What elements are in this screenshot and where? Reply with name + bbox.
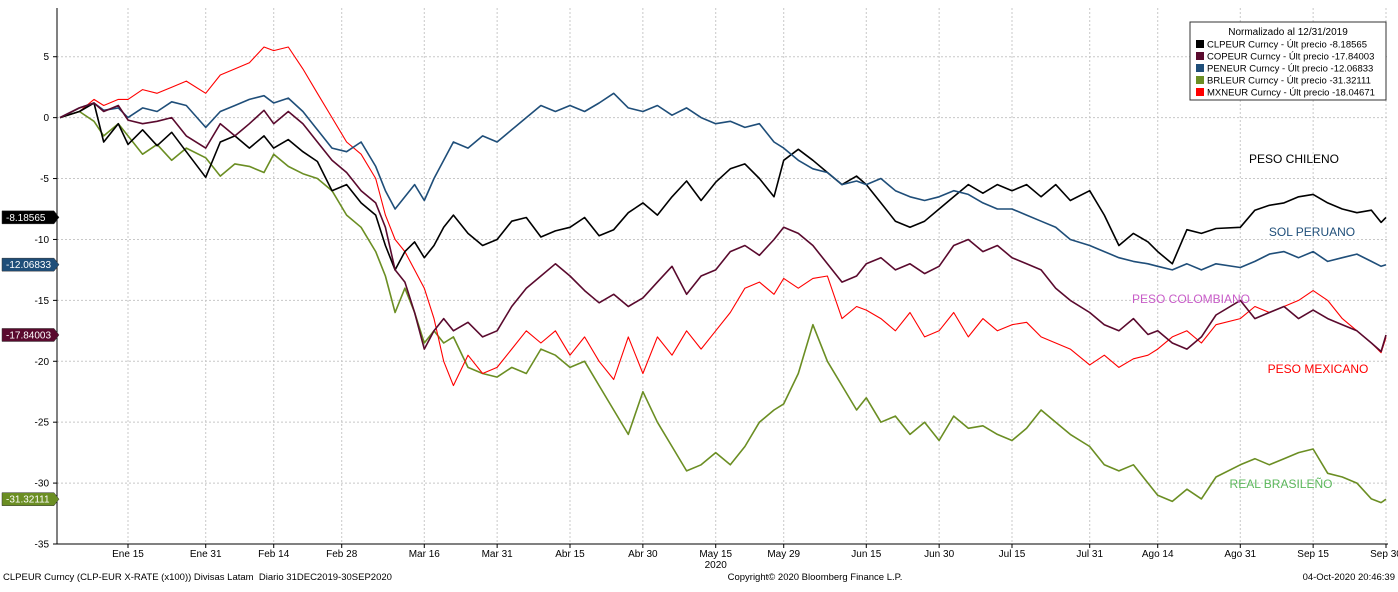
y-tick-label: -35 bbox=[35, 540, 50, 551]
last-value-tag: -17.84003 bbox=[1, 328, 60, 342]
x-tick-label: Ago 31 bbox=[1224, 549, 1256, 560]
legend-swatch bbox=[1196, 40, 1204, 48]
legend-label: MXNEUR Curncy - Últ precio -18.04671 bbox=[1207, 88, 1375, 99]
legend-swatch bbox=[1196, 76, 1204, 84]
y-tick-label: -15 bbox=[35, 296, 50, 307]
legend-entry: MXNEUR Curncy - Últ precio -18.04671 bbox=[1196, 88, 1375, 99]
footer-left: CLPEUR Curncy (CLP-EUR X-RATE (x100)) Di… bbox=[3, 572, 392, 583]
x-tick-label: Abr 15 bbox=[555, 549, 585, 560]
series-annotations: PESO CHILENO PESO COLOMBIANO SOL PERUANO RE… bbox=[1132, 152, 1368, 491]
series-lines bbox=[59, 46, 1387, 504]
tag-value: -17.84003 bbox=[6, 330, 51, 341]
x-tick-label: Ene 31 bbox=[190, 549, 222, 560]
annotation-label: PESO COLOMBIANO bbox=[1132, 292, 1250, 306]
legend-label: COPEUR Curncy - Últ precio -17.84003 bbox=[1207, 52, 1374, 63]
x-tick-label: Ene 15 bbox=[112, 549, 144, 560]
tag-background bbox=[1, 492, 60, 506]
tag-value: -31.32111 bbox=[6, 495, 50, 506]
y-tick-label: -20 bbox=[35, 357, 50, 368]
series-line-peso-mexicano bbox=[59, 46, 1387, 387]
x-tick-label: Jun 15 bbox=[851, 549, 881, 560]
y-tick-label: -10 bbox=[35, 235, 50, 246]
legend-entry: PENEUR Curncy - Últ precio -12.06833 bbox=[1196, 64, 1373, 75]
series-line-peso-colombiano bbox=[59, 102, 1387, 353]
legend-entries: CLPEUR Curncy - Últ precio -8.18565COPEU… bbox=[1196, 40, 1375, 99]
x-tick-label: Feb 14 bbox=[258, 549, 290, 560]
tag-background bbox=[1, 257, 60, 272]
annotation-label: SOL PERUANO bbox=[1269, 225, 1355, 239]
legend-entry: BRLEUR Curncy - Últ precio -31.32111 bbox=[1196, 76, 1371, 87]
last-value-tags: -8.18565 -12.06833 -17.84003 -31.32111 bbox=[1, 210, 60, 506]
x-tick-label: Mar 16 bbox=[409, 549, 441, 560]
x-year-label: 2020 bbox=[705, 560, 728, 571]
tag-background bbox=[1, 210, 60, 225]
tag-value: -12.06833 bbox=[6, 260, 51, 271]
last-value-tag: -31.32111 bbox=[1, 492, 60, 506]
annotation-label: PESO MEXICANO bbox=[1268, 362, 1369, 376]
footer-center: Copyright© 2020 Bloomberg Finance L.P. bbox=[728, 572, 903, 583]
legend-swatch bbox=[1196, 52, 1204, 60]
x-tick-label: Abr 30 bbox=[628, 549, 658, 560]
legend-label: PENEUR Curncy - Últ precio -12.06833 bbox=[1207, 64, 1373, 75]
legend-entry: CLPEUR Curncy - Últ precio -8.18565 bbox=[1196, 40, 1367, 51]
legend-entry: COPEUR Curncy - Últ precio -17.84003 bbox=[1196, 52, 1374, 63]
y-tick-label: 5 bbox=[43, 52, 49, 63]
legend-label: CLPEUR Curncy - Últ precio -8.18565 bbox=[1207, 40, 1367, 51]
legend: Normalizado al 12/31/2019 CLPEUR Curncy … bbox=[1189, 21, 1387, 101]
y-tick-label: -5 bbox=[40, 174, 49, 185]
x-tick-label: May 15 bbox=[699, 549, 732, 560]
annotation-label: REAL BRASILEÑO bbox=[1230, 477, 1333, 491]
x-tick-label: Sep 30 bbox=[1370, 549, 1398, 560]
x-tick-label: Jul 31 bbox=[1076, 549, 1103, 560]
x-tick-label: Jul 15 bbox=[999, 549, 1026, 560]
y-tick-label: -25 bbox=[35, 418, 50, 429]
y-tick-label: -30 bbox=[35, 479, 50, 490]
x-tick-label: Feb 28 bbox=[326, 549, 358, 560]
series-line-sol-peruano bbox=[59, 92, 1387, 271]
series-line-real-brasile-o bbox=[59, 110, 1387, 504]
last-value-tag: -12.06833 bbox=[1, 257, 60, 272]
x-tick-label: Mar 31 bbox=[482, 549, 514, 560]
tag-value: -8.18565 bbox=[6, 213, 46, 224]
legend-title: Normalizado al 12/31/2019 bbox=[1228, 27, 1348, 38]
axes: 5 0 -5 -10 -15 -20 -25 -30 -35 Ene 15 Ene 31 Feb 14… bbox=[35, 8, 1398, 571]
legend-label: BRLEUR Curncy - Últ precio -31.32111 bbox=[1207, 76, 1371, 87]
last-value-tag: -8.18565 bbox=[1, 210, 60, 225]
footer: CLPEUR Curncy (CLP-EUR X-RATE (x100)) Di… bbox=[3, 572, 1395, 583]
legend-swatch bbox=[1196, 64, 1204, 72]
tag-background bbox=[1, 328, 60, 342]
legend-box bbox=[1189, 21, 1387, 101]
x-tick-label: Ago 14 bbox=[1142, 549, 1174, 560]
annotation-label: PESO CHILENO bbox=[1249, 152, 1339, 166]
footer-right: 04-Oct-2020 20:46:39 bbox=[1303, 572, 1395, 583]
x-tick-label: Sep 15 bbox=[1297, 549, 1329, 560]
gridlines bbox=[57, 8, 1388, 545]
x-tick-label: Jun 30 bbox=[924, 549, 954, 560]
series-line-peso-chileno bbox=[59, 102, 1387, 271]
legend-swatch bbox=[1196, 88, 1204, 96]
x-tick-label: May 29 bbox=[767, 549, 800, 560]
y-tick-label: 0 bbox=[43, 113, 49, 124]
